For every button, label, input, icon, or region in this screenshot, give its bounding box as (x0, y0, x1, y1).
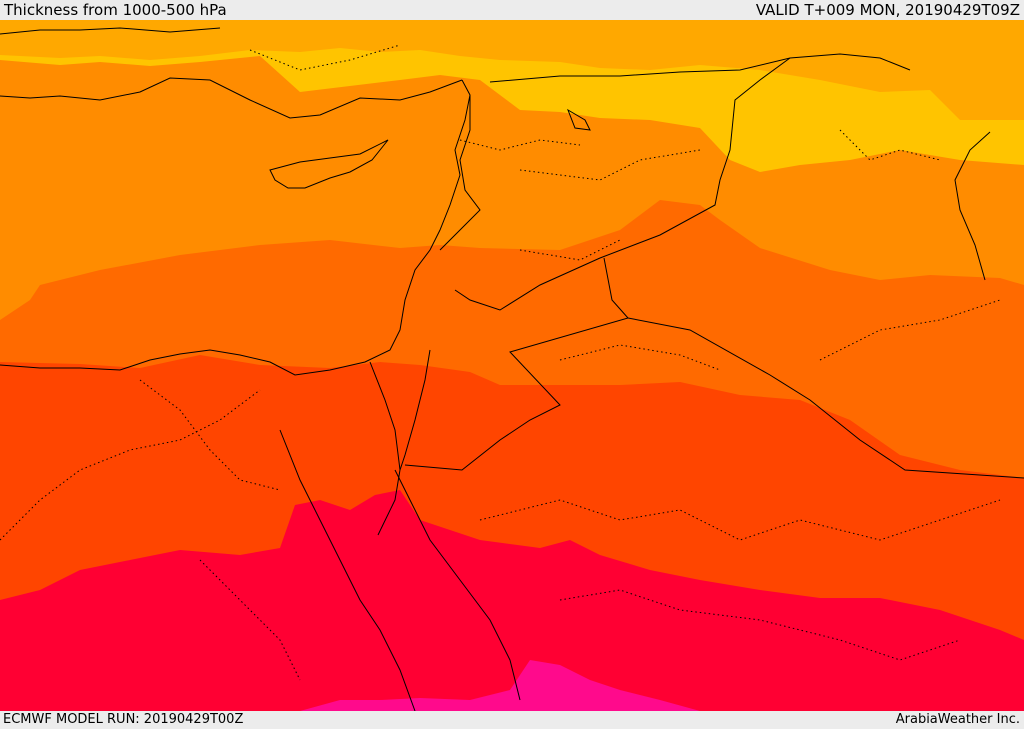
gulf-of-suez (369, 361, 401, 536)
country-borders (404, 53, 1024, 479)
credit: ArabiaWeather Inc. (895, 712, 1020, 727)
header-bar: Thickness from 1000-500 hPa VALID T+009 … (0, 0, 1024, 20)
gulf-of-aqaba (399, 349, 431, 471)
thickness-map (0, 20, 1024, 711)
footer-bar: ECMWF MODEL RUN: 20190429T00Z ArabiaWeat… (0, 711, 1024, 729)
lake (567, 108, 591, 131)
coastlines (0, 27, 991, 711)
admin-borders (0, 44, 1001, 681)
red-sea-coast-east (394, 469, 521, 701)
valid-time: VALID T+009 MON, 20190429T09Z (755, 1, 1020, 19)
persian-gulf-coast (954, 131, 991, 281)
map-title: Thickness from 1000-500 hPa (4, 1, 227, 19)
thickness-band-7 (300, 660, 700, 711)
red-sea-coast-west (279, 429, 416, 711)
thickness-band-2 (0, 20, 1024, 120)
cyprus (269, 139, 389, 189)
thickness-band-6 (0, 490, 1024, 711)
model-run: ECMWF MODEL RUN: 20190429T00Z (3, 712, 244, 727)
